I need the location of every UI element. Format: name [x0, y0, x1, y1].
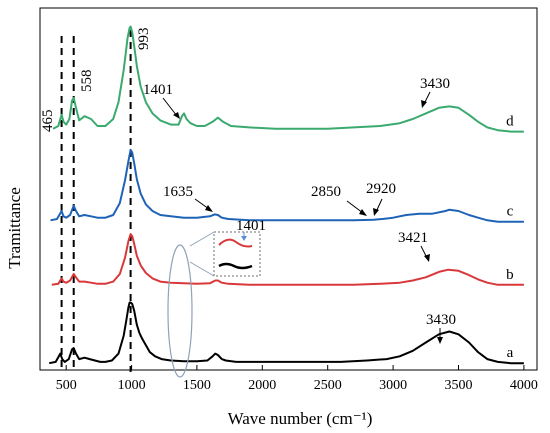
x-tick-label-4000: 4000: [510, 378, 538, 393]
y-axis-title: Tramittance: [5, 187, 24, 269]
series-label-c: c: [507, 204, 514, 220]
annotation-c-2920: 2920: [366, 181, 396, 197]
series-line-b: [51, 233, 524, 286]
plot-frame: [39, 7, 538, 371]
inset-annotation-1401: 1401: [236, 218, 266, 234]
arrow-d-1401: [162, 97, 178, 117]
annotation-c-2850: 2850: [311, 184, 341, 200]
arrowhead-a-3430: [437, 337, 443, 344]
arrowhead-d-3430: [421, 100, 427, 108]
series-label-a: a: [507, 345, 514, 361]
annotation-d-1401: 1401: [143, 82, 173, 98]
marker-label-558: 558: [79, 70, 95, 93]
series-line-d: [52, 25, 524, 133]
annotation-d-3430: 3430: [420, 76, 450, 92]
arrowhead-d-1401: [173, 112, 180, 119]
annotation-c-1635: 1635: [163, 184, 193, 200]
x-tick-label-1000: 1000: [118, 378, 146, 393]
series-label-d: d: [506, 114, 514, 130]
series-line-c: [50, 148, 524, 223]
inset-black-curve: [218, 262, 253, 270]
series-label-b: b: [506, 267, 514, 283]
marker-label-465: 465: [40, 110, 56, 133]
x-tick-label-500: 500: [56, 378, 77, 393]
arrowhead-c-1635: [205, 205, 213, 212]
x-tick-label-2000: 2000: [248, 378, 276, 393]
x-tick-label-2500: 2500: [314, 378, 342, 393]
series-line-a: [49, 301, 524, 365]
zoom-connector-top: [189, 231, 215, 247]
x-tick-label-3000: 3000: [379, 378, 407, 393]
arrowhead-c-2850: [359, 209, 367, 216]
x-tick-label-1500: 1500: [183, 378, 211, 393]
arrow-c-2850: [346, 200, 364, 214]
zoom-connector-bottom: [189, 261, 215, 277]
series-group: a b c d: [49, 25, 524, 365]
marker-label-993: 993: [136, 28, 152, 51]
annotation-a-3430: 3430: [426, 312, 456, 328]
inset-arrowhead: [241, 236, 247, 241]
x-ticks: 500 1000 1500 2000 2500 3000 3500 4000: [56, 365, 538, 393]
annotation-b-3421: 3421: [398, 230, 428, 246]
dashed-markers: [60, 30, 132, 372]
zoom-inset-box: [213, 231, 261, 277]
arrowhead-c-2920: [373, 208, 379, 216]
inset-red-curve: [218, 238, 253, 248]
arrowhead-b-3421: [424, 254, 430, 262]
x-tick-label-3500: 3500: [445, 378, 473, 393]
zoom-ellipse: [167, 244, 193, 378]
x-axis-title: Wave number (cm⁻¹): [228, 409, 373, 428]
